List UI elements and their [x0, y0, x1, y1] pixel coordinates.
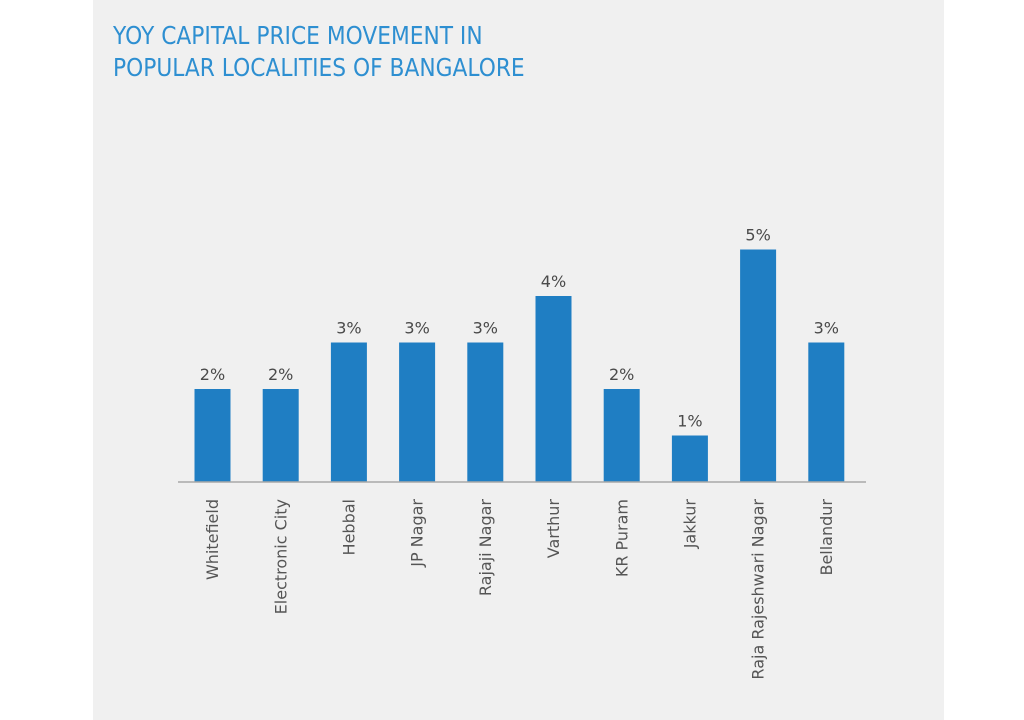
category-label: Electronic City [271, 499, 290, 614]
category-label: JP Nagar [408, 499, 427, 568]
chart-title-line-1: YOY CAPITAL PRICE MOVEMENT IN [113, 21, 483, 50]
value-label: 3% [814, 319, 839, 338]
category-label: Varthur [544, 499, 563, 559]
value-label: 3% [473, 319, 498, 338]
category-label: Raja Rajeshwari Nagar [749, 499, 768, 680]
value-label: 4% [541, 272, 566, 291]
category-label: Hebbal [340, 499, 359, 555]
bar [808, 342, 845, 482]
bars-group [194, 249, 845, 482]
bar [535, 296, 572, 482]
bar [671, 435, 708, 482]
bar [262, 389, 299, 482]
bar [740, 249, 777, 482]
bar [194, 389, 231, 482]
value-label: 3% [404, 319, 429, 338]
chart-panel [93, 0, 944, 720]
bar [399, 342, 436, 482]
category-label: Rajaji Nagar [476, 499, 495, 597]
value-label: 2% [268, 365, 293, 384]
bar [603, 389, 640, 482]
category-label: Whitefield [203, 499, 222, 580]
value-label: 2% [200, 365, 225, 384]
value-label: 2% [609, 365, 634, 384]
category-label: KR Puram [612, 499, 631, 577]
value-label: 1% [677, 412, 702, 431]
category-label: Jakkur [681, 499, 700, 550]
category-label: Bellandur [817, 499, 836, 576]
chart-title: YOY CAPITAL PRICE MOVEMENT IN POPULAR LO… [113, 20, 525, 84]
value-labels-group: 2% 2% 3% 3% 3% 4% 2% 1% 5% 3% [200, 226, 839, 431]
category-labels-group: Whitefield Electronic City Hebbal JP Nagar R… [203, 499, 836, 680]
bar [330, 342, 367, 482]
bar [467, 342, 504, 482]
chart-title-line-2: POPULAR LOCALITIES OF BANGALORE [113, 53, 525, 82]
value-label: 3% [336, 319, 361, 338]
value-label: 5% [745, 226, 770, 245]
